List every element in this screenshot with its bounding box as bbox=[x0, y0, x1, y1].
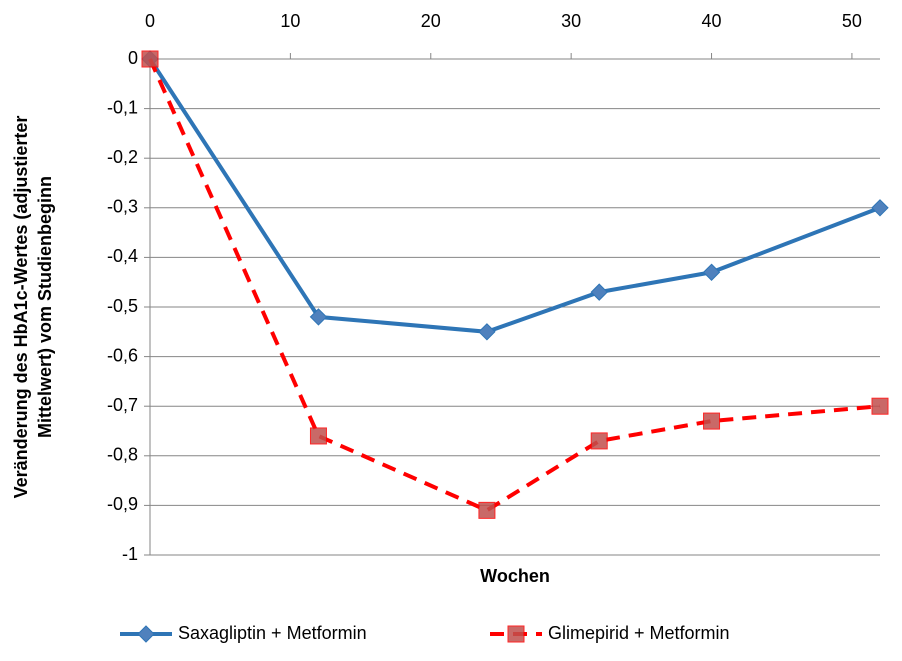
y-tick-label: -1 bbox=[122, 544, 138, 564]
y-tick-label: -0,8 bbox=[107, 445, 138, 465]
y-tick-label: 0 bbox=[128, 48, 138, 68]
y-axis-label-line: Veränderung des HbA1c-Wertes (adjustiert… bbox=[11, 116, 31, 499]
legend-item: Glimepirid + Metformin bbox=[490, 623, 730, 643]
y-tick-label: -0,7 bbox=[107, 395, 138, 415]
marker bbox=[309, 427, 327, 445]
marker bbox=[590, 283, 608, 301]
y-tick-label: -0,3 bbox=[107, 197, 138, 217]
x-tick-label: 10 bbox=[280, 11, 300, 31]
x-tick-label: 50 bbox=[842, 11, 862, 31]
marker bbox=[702, 263, 721, 281]
marker bbox=[478, 323, 496, 341]
y-tick-label: -0,2 bbox=[107, 147, 138, 167]
marker bbox=[137, 625, 155, 643]
x-axis-label: Wochen bbox=[480, 566, 550, 586]
y-tick-label: -0,9 bbox=[107, 494, 138, 514]
x-tick-label: 40 bbox=[702, 11, 722, 31]
marker bbox=[871, 199, 889, 217]
marker bbox=[478, 501, 496, 519]
legend-label: Glimepirid + Metformin bbox=[548, 623, 730, 643]
marker bbox=[703, 412, 721, 430]
x-tick-label: 0 bbox=[145, 11, 155, 31]
marker bbox=[590, 432, 608, 450]
y-tick-label: -0,6 bbox=[107, 345, 138, 365]
marker bbox=[309, 308, 328, 326]
series-line bbox=[148, 58, 881, 513]
marker bbox=[507, 625, 525, 643]
series-line bbox=[148, 57, 881, 334]
y-axis-label-line: Mittelwert) vom Studienbeginn bbox=[35, 176, 55, 438]
legend-item: Saxagliptin + Metformin bbox=[120, 623, 367, 643]
y-tick-label: -0,4 bbox=[107, 246, 138, 266]
y-axis-label: Veränderung des HbA1c-Wertes (adjustiert… bbox=[11, 116, 55, 499]
y-tick-label: -0,5 bbox=[107, 296, 138, 316]
x-tick-label: 20 bbox=[421, 11, 441, 31]
y-tick-label: -0,1 bbox=[107, 97, 138, 117]
legend-label: Saxagliptin + Metformin bbox=[178, 623, 367, 643]
x-tick-label: 30 bbox=[561, 11, 581, 31]
marker bbox=[141, 50, 159, 68]
marker bbox=[871, 397, 889, 415]
